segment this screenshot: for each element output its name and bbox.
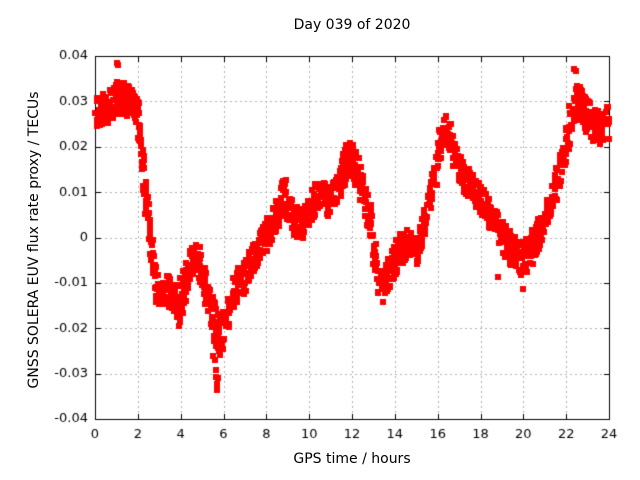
chart-title: Day 039 of 2020: [293, 17, 411, 33]
y-axis-label: GNSS SOLERA EUV flux rate proxy / TECUs: [26, 91, 42, 389]
x-axis-label: GPS time / hours: [293, 451, 411, 467]
